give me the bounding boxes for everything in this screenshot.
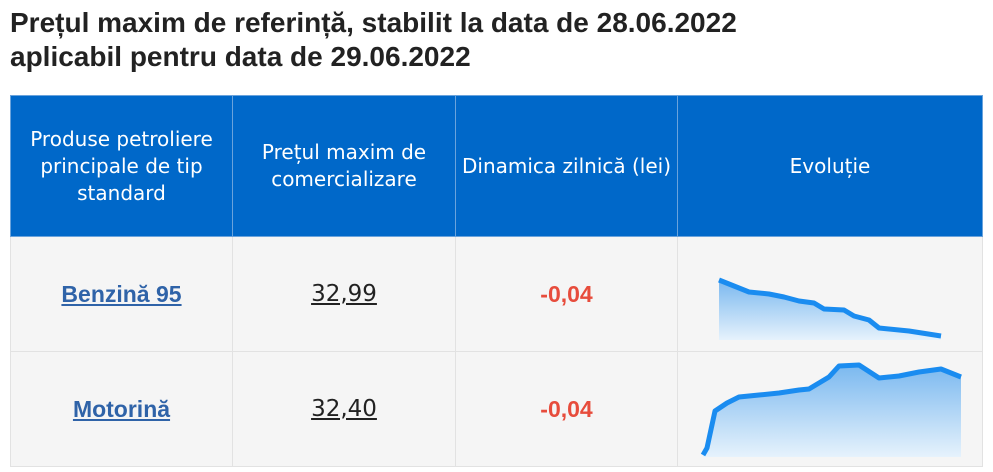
sparkline-line	[700, 362, 962, 457]
price-table: Produse petroliere principale de tip sta…	[10, 95, 983, 467]
sparkline	[700, 362, 962, 457]
cell: 32,99	[232, 236, 456, 352]
sparkline	[718, 277, 942, 340]
daily-change: -0,04	[540, 280, 593, 307]
column-header: Produse petroliere principale de tip sta…	[10, 95, 233, 237]
sparkline-area	[703, 365, 961, 457]
title-line: aplicabil pentru data de 29.06.2022	[10, 41, 471, 72]
product-link[interactable]: Motorină	[72, 395, 171, 422]
page-title: Prețul maxim de referință, stabilit la d…	[10, 6, 737, 74]
cell: 32,40	[232, 351, 456, 467]
cell	[677, 351, 983, 467]
title-line: Prețul maxim de referință, stabilit la d…	[10, 7, 737, 38]
daily-change: -0,04	[540, 395, 593, 422]
product-link[interactable]: Benzină 95	[61, 280, 182, 307]
column-header: Dinamica zilnică (lei)	[455, 95, 678, 237]
cell: -0,04	[455, 351, 678, 467]
cell	[677, 236, 983, 352]
cell: -0,04	[455, 236, 678, 352]
column-header: Evoluție	[677, 95, 983, 237]
column-header: Prețul maxim de comercializare	[232, 95, 456, 237]
cell: Benzină 95	[10, 236, 233, 352]
price-link[interactable]: 32,40	[311, 396, 377, 422]
price-link[interactable]: 32,99	[311, 281, 377, 307]
sparkline-line	[718, 277, 942, 339]
cell: Motorină	[10, 351, 233, 467]
